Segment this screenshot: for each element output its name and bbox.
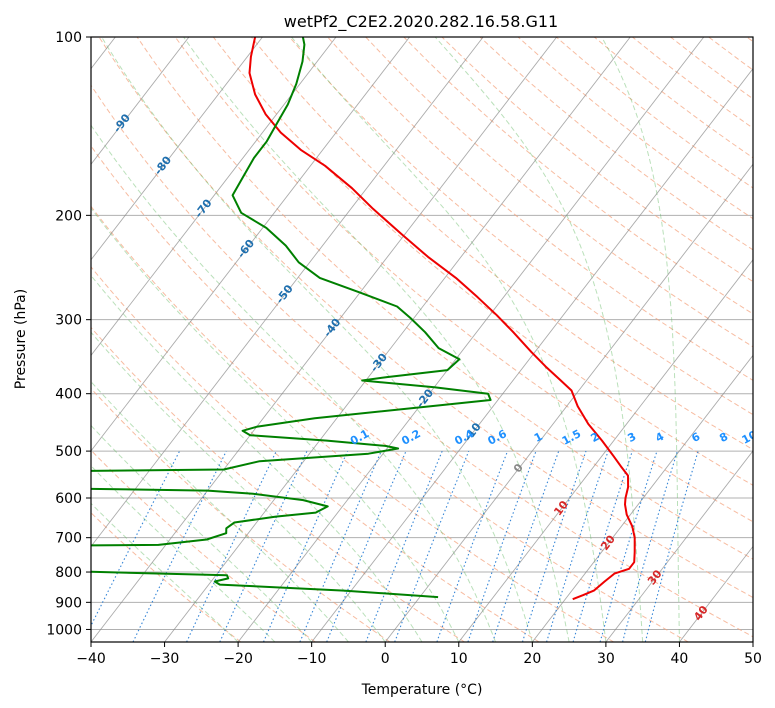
background-lines	[91, 37, 753, 642]
moist-adiabat-line	[91, 274, 423, 642]
dry-adiabat-line	[91, 387, 391, 642]
y-axis-label: Pressure (hPa)	[13, 289, 29, 389]
mixing-ratio-line	[572, 450, 633, 642]
x-tick-label: −30	[150, 651, 180, 667]
y-tick-label: 600	[55, 491, 82, 507]
mixing-ratio-line	[644, 450, 699, 642]
mixing-ratio-line	[91, 450, 181, 627]
x-tick-label: 40	[671, 651, 689, 667]
x-tick-label: 10	[450, 651, 468, 667]
mixing-ratio-line	[262, 450, 349, 642]
moist-adiabat-line	[183, 37, 570, 642]
dry-adiabat-line	[365, 37, 753, 348]
dry-adiabat-line	[289, 37, 753, 416]
isotherm-line	[311, 67, 753, 642]
y-tick-label: 400	[55, 387, 82, 403]
x-tick-label: 30	[597, 651, 615, 667]
plot-frame	[90, 36, 754, 643]
moist-adiabat-line	[601, 37, 680, 642]
x-tick-label: 0	[381, 651, 390, 667]
isotherm-line	[91, 37, 337, 357]
moist-adiabat-line	[91, 124, 497, 642]
y-tick-label: 100	[55, 30, 82, 46]
mixing-ratio-line	[436, 450, 509, 642]
moist-adiabat-line	[91, 465, 276, 642]
moist-adiabat-line	[101, 37, 533, 642]
y-tick-label: 1000	[46, 622, 82, 638]
y-tick-label: 200	[55, 208, 82, 224]
isotherm-line	[531, 354, 753, 642]
x-tick-label: −10	[297, 651, 327, 667]
x-tick-label: −40	[76, 651, 106, 667]
dry-adiabat-line	[251, 37, 753, 451]
y-tick-label: 300	[55, 313, 82, 329]
axis-ticks: −40 −30 −20 −10 0 10 20 30 40 50 100 200 300 400 500 60…	[46, 30, 762, 667]
dry-adiabat-line	[91, 326, 465, 642]
mixing-ratio-line	[394, 450, 470, 642]
x-tick-label: 20	[523, 651, 541, 667]
isotherm-line	[91, 37, 484, 548]
moist-adiabat-line	[434, 37, 644, 642]
dry-adiabat-line	[403, 37, 753, 315]
dry-adiabat-line	[91, 266, 540, 642]
mixing-ratio-line	[467, 450, 537, 642]
dry-adiabat-line	[91, 145, 689, 642]
dry-adiabat-line	[91, 449, 316, 642]
moist-adiabat-line	[91, 380, 349, 642]
isotherm-line	[91, 37, 558, 642]
isotherm-line	[237, 37, 705, 642]
temperature-profile-line	[248, 37, 636, 601]
dry-adiabat-line	[91, 205, 614, 642]
mixing-ratio-line	[521, 450, 587, 642]
isotherm-line	[91, 37, 190, 165]
profiles	[91, 37, 636, 601]
y-tick-label: 800	[55, 565, 82, 581]
mixing-ratio-line	[299, 450, 382, 642]
isotherm-line	[91, 37, 263, 261]
mixing-ratio-line	[326, 450, 407, 642]
y-tick-label: 500	[55, 444, 82, 460]
y-tick-label: 700	[55, 531, 82, 547]
x-axis-label: Temperature (°C)	[361, 682, 483, 698]
dry-adiabat-line	[136, 37, 753, 560]
isotherm-line	[458, 259, 753, 642]
mixing-ratio-line	[599, 450, 658, 642]
y-tick-label: 900	[55, 595, 82, 611]
isotherm-line	[164, 37, 631, 642]
mixing-ratio-line	[622, 450, 678, 642]
mixing-ratio-line	[365, 450, 443, 642]
isotherm-line	[91, 37, 410, 452]
x-tick-label: 50	[744, 651, 762, 667]
moist-adiabat-line	[291, 37, 607, 642]
x-tick-label: −20	[223, 651, 253, 667]
mixing-ratio-line	[132, 450, 227, 642]
dry-adiabat-line	[91, 84, 753, 638]
chart-title: wetPf2_C2E2.2020.282.16.58.G11	[284, 12, 558, 32]
dry-adiabat-line	[91, 512, 242, 642]
moist-adiabat-line	[91, 331, 386, 642]
isotherm-line	[384, 163, 753, 642]
mixing-ratio-line	[546, 450, 609, 642]
mixing-ratio-label: 10	[740, 428, 760, 447]
dry-adiabat-line	[174, 37, 753, 523]
moist-adiabat-line	[91, 424, 313, 642]
isotherm-line	[605, 450, 753, 642]
dewpoint-profile-line	[91, 37, 492, 599]
mixing-ratio-line	[492, 450, 560, 642]
